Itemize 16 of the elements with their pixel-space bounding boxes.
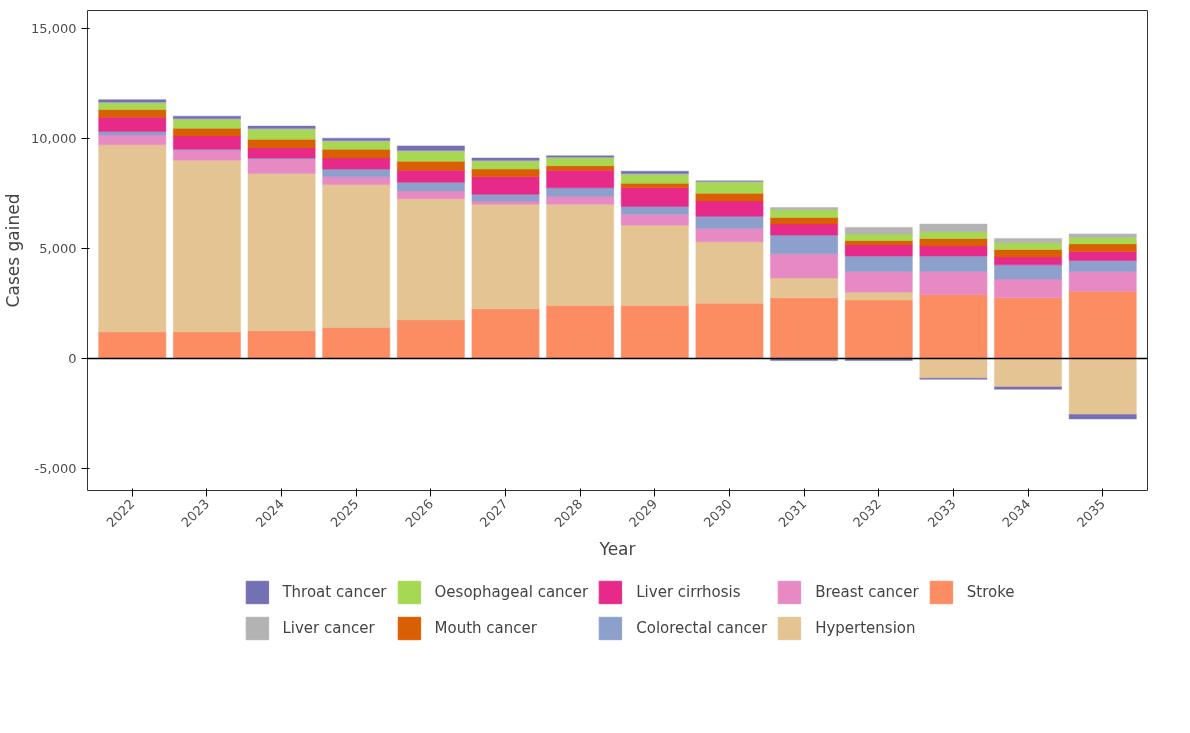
legend-label: Colorectal cancer bbox=[636, 618, 768, 637]
y-tick-label: 0 bbox=[68, 350, 77, 366]
legend-label: Liver cirrhosis bbox=[636, 582, 741, 601]
legend-label: Oesophageal cancer bbox=[434, 582, 589, 601]
legend-label: Liver cancer bbox=[282, 618, 375, 637]
y-tick-label: 5,000 bbox=[39, 240, 77, 256]
legend-label: Hypertension bbox=[815, 618, 916, 637]
legend-label: Throat cancer bbox=[282, 582, 387, 601]
y-tick-label: 10,000 bbox=[31, 130, 77, 146]
y-tick-label: -5,000 bbox=[34, 460, 77, 476]
x-axis-title: Year bbox=[598, 539, 636, 560]
legend-label: Breast cancer bbox=[815, 582, 919, 601]
y-tick-label: 15,000 bbox=[31, 20, 77, 36]
legend-label: Stroke bbox=[966, 582, 1015, 601]
y-axis-title: Cases gained bbox=[3, 193, 24, 308]
legend-label: Mouth cancer bbox=[434, 618, 537, 637]
